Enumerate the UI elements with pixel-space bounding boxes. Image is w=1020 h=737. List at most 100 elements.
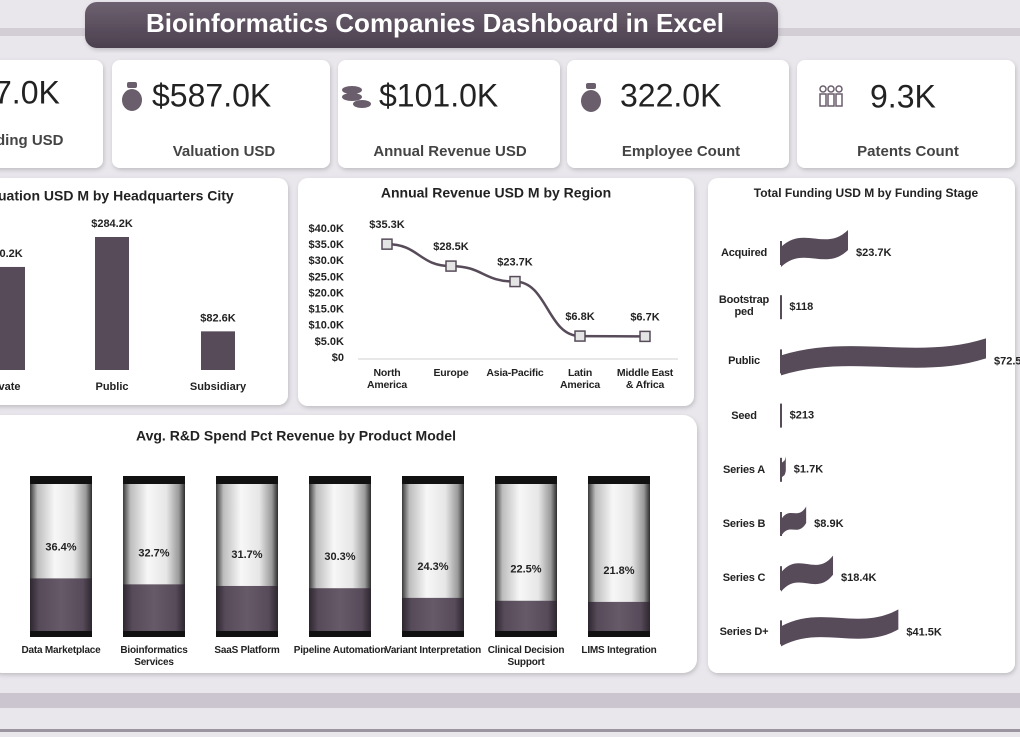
y-tick-label: $15.0K [309,304,345,316]
chart-title: Total Funding USD M by Funding Stage [754,186,979,200]
flag-pole [780,404,782,428]
category-label: Acquired [716,247,772,277]
chart-title: Avg. R&D Spend Pct Revenue by Product Mo… [136,428,456,444]
category-label: Middle East & Africa [612,367,678,397]
x-tick-label: Public [95,381,128,393]
kpi-value: $101.0K [379,77,498,113]
y-tick-label: $10.0K [309,320,345,332]
cylinder-base [588,631,650,637]
category-label-text: Acquired [716,247,772,259]
value-label: 30.3% [324,551,355,563]
kpi-label: ding USD [0,132,64,149]
category-label-text: Series A [716,464,772,476]
money-bag-icon [127,82,137,88]
value-label: $118 [789,301,813,313]
value-label: 21.8% [603,565,634,577]
category-label: Bioinformatics Services [105,645,203,675]
category-label-text: Middle East & Africa [612,367,678,391]
flag-pole [780,620,782,644]
category-label-text: Latin America [547,367,613,391]
category-label-text: Asia-Pacific [482,367,548,379]
value-label: $8.9K [814,518,843,530]
marker [575,331,585,341]
x-tick-label: Subsidiary [190,381,247,393]
value-label: $35.3K [369,219,405,231]
cylinder-cap [123,476,185,484]
marker [640,331,650,341]
bottom-strip [0,693,1020,708]
value-label: $6.7K [630,311,659,323]
category-label-text: Clinical Decision Support [477,645,575,669]
kpi-label: Employee Count [622,143,740,160]
category-label: Pipeline Automation [291,645,389,675]
value-label: $18.4K [841,572,877,584]
cylinder-cap [30,476,92,484]
marker [510,277,520,287]
flag-pole [780,458,782,482]
cylinder-fill [123,584,185,637]
category-label-text: Series B [716,518,772,530]
chart-title: Annual Revenue USD M by Region [381,185,611,201]
y-tick-label: $35.0K [309,239,345,251]
cylinder-cap [216,476,278,484]
category-label: Seed [716,410,772,440]
value-label: $28.5K [433,241,469,253]
flag-pole [780,241,782,265]
y-tick-label: $5.0K [315,336,344,348]
cylinder-fill [309,588,371,637]
money-bag-icon [586,83,596,89]
value-label: 31.7% [231,549,262,561]
kpi-value: 9.3K [870,78,936,114]
flag-pole [780,512,782,536]
cylinder-base [495,631,557,637]
cylinder-cap [309,476,371,484]
kpi-value: $587.0K [152,77,271,113]
category-label: Clinical Decision Support [477,645,575,675]
cylinder-base [402,631,464,637]
category-label-text: Variant Interpretation [384,645,482,657]
category-label-text: LIMS Integration [570,645,668,657]
value-label: $213 [790,410,814,422]
category-label: Series D+ [716,626,772,656]
value-label: 32.7% [138,547,169,559]
x-tick-label: ivate [0,381,21,393]
value-label: $72.5K [994,355,1020,367]
category-label-text: SaaS Platform [198,645,296,657]
category-label: Data Marketplace [12,645,110,675]
money-bag-icon [122,89,142,111]
value-label: $23.7K [497,256,533,268]
y-tick-label: $20.0K [309,287,345,299]
bar [201,331,235,370]
cylinder-fill [30,578,92,637]
kpi-value: 7.0K [0,74,60,110]
y-tick-label: $25.0K [309,271,345,283]
chart-title: uation USD M by Headquarters City [0,188,234,204]
cylinder-base [216,631,278,637]
coins-icon [342,86,362,94]
value-label: $82.6K [200,312,236,324]
cylinder-base [123,631,185,637]
value-label: 20.2K [0,248,23,260]
cylinder-cap [495,476,557,484]
category-label-text: Series D+ [716,626,772,638]
y-tick-label: $30.0K [309,255,345,267]
value-label: $6.8K [565,311,594,323]
cylinder-fill [216,586,278,637]
category-label: Latin America [547,367,613,397]
flag-pole [780,349,782,373]
category-label: Asia-Pacific [482,367,548,397]
y-tick-label: $40.0K [309,223,345,235]
category-label: Europe [418,367,484,397]
cylinder-base [30,631,92,637]
cylinder-cap [402,476,464,484]
category-label-text: Data Marketplace [12,645,110,657]
marker [382,239,392,249]
category-label-text: North America [354,367,420,391]
money-bag-icon [581,90,601,112]
category-label: Series B [716,518,772,548]
flag-pole [780,295,782,319]
kpi-value: 322.0K [620,77,721,113]
category-label: Public [716,355,772,385]
